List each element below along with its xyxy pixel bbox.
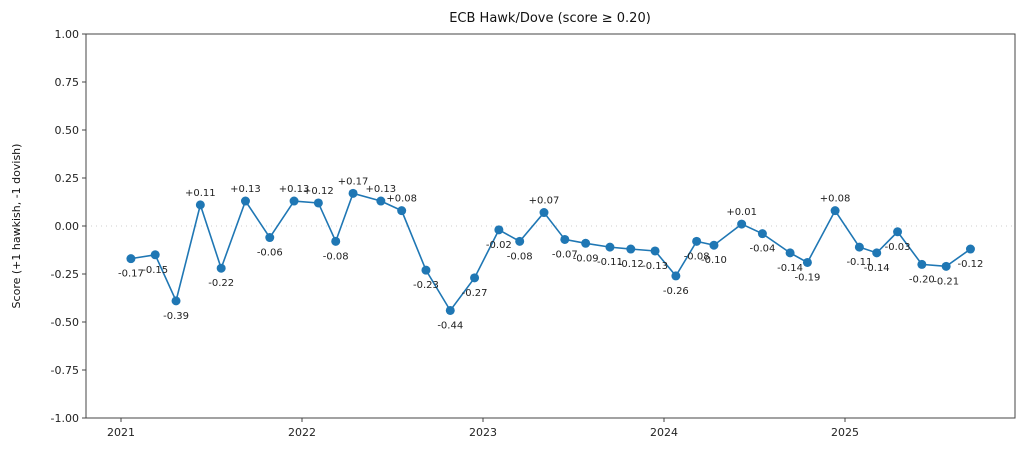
data-label: -0.07 — [552, 249, 578, 260]
data-point — [917, 259, 927, 269]
data-label: -0.22 — [208, 278, 234, 289]
data-point — [240, 196, 250, 206]
data-point — [692, 236, 702, 246]
data-label: +0.07 — [529, 196, 560, 207]
data-label: -0.15 — [142, 265, 168, 276]
series-path — [130, 192, 971, 312]
data-point — [737, 219, 747, 229]
data-point — [581, 238, 591, 248]
y-tick-label: 0.00 — [55, 220, 80, 233]
data-label: -0.12 — [958, 259, 984, 270]
data-label: -0.12 — [618, 259, 644, 270]
data-point — [802, 257, 812, 267]
y-tick-label: -0.50 — [51, 316, 79, 329]
data-label: -0.02 — [486, 240, 512, 251]
data-label: +0.08 — [820, 194, 851, 205]
y-axis: -1.00 -0.75 -0.50 -0.25 0.00 0.25 0.50 0.75 1.00 — [51, 28, 86, 425]
plot-frame — [85, 33, 1016, 419]
data-point — [397, 206, 407, 216]
x-tick-label: 2023 — [469, 426, 497, 439]
data-label: -0.26 — [663, 286, 689, 297]
x-tick-label: 2024 — [650, 426, 678, 439]
y-axis-label: Score (+1 hawkish, -1 dovish) — [10, 144, 23, 309]
data-label: -0.14 — [777, 263, 803, 274]
data-point — [126, 254, 136, 264]
data-label: +0.13 — [366, 184, 397, 195]
chart-title: ECB Hawk/Dove (score ≥ 0.20) — [449, 11, 651, 26]
data-label: +0.13 — [230, 184, 261, 195]
data-point — [195, 200, 205, 210]
data-point — [313, 198, 323, 208]
data-label: -0.08 — [323, 251, 349, 262]
data-point — [872, 248, 882, 258]
data-label: -0.14 — [864, 263, 890, 274]
x-axis: 2021 2022 2023 2024 2025 — [107, 418, 859, 439]
data-point — [709, 240, 719, 250]
data-point — [289, 196, 299, 206]
data-point — [470, 273, 480, 283]
data-label: -0.23 — [413, 280, 439, 291]
data-point — [515, 236, 525, 246]
data-label: -0.19 — [794, 272, 820, 283]
y-tick-label: 0.50 — [55, 124, 80, 137]
data-label: +0.17 — [338, 176, 369, 187]
data-label: -0.27 — [462, 288, 488, 299]
data-point — [560, 234, 570, 244]
data-label: +0.01 — [726, 207, 757, 218]
data-label: -0.08 — [507, 251, 533, 262]
data-label: -0.44 — [437, 320, 463, 331]
data-point — [941, 261, 951, 271]
data-point — [150, 250, 160, 260]
data-label: -0.06 — [257, 248, 283, 259]
data-point — [650, 246, 660, 256]
data-label: +0.11 — [185, 188, 216, 199]
data-label: -0.04 — [749, 244, 775, 255]
data-point — [216, 263, 226, 273]
y-tick-label: -1.00 — [51, 412, 79, 425]
data-point — [854, 242, 864, 252]
data-label: -0.03 — [885, 242, 911, 253]
data-label: +0.13 — [279, 184, 310, 195]
y-tick-label: -0.25 — [51, 268, 79, 281]
data-point — [965, 244, 975, 254]
data-label: -0.20 — [909, 274, 935, 285]
data-point — [539, 208, 549, 218]
y-tick-label: -0.75 — [51, 364, 79, 377]
data-label: -0.11 — [846, 257, 872, 268]
data-label: -0.08 — [684, 251, 710, 262]
y-tick-label: 1.00 — [55, 28, 80, 41]
x-tick-label: 2021 — [107, 426, 135, 439]
x-tick-label: 2022 — [288, 426, 316, 439]
data-point — [421, 265, 431, 275]
data-point — [331, 236, 341, 246]
data-point — [265, 233, 275, 243]
data-point — [348, 188, 358, 198]
data-label: +0.08 — [386, 194, 417, 205]
x-tick-label: 2025 — [831, 426, 859, 439]
data-label: +0.12 — [303, 186, 334, 197]
data-point — [757, 229, 767, 239]
data-label: -0.21 — [933, 276, 959, 287]
data-label: -0.13 — [642, 261, 668, 272]
data-point — [626, 244, 636, 254]
data-point — [445, 305, 455, 315]
data-label: -0.17 — [118, 269, 144, 280]
data-label: -0.39 — [163, 311, 189, 322]
data-point — [893, 227, 903, 237]
data-label: -0.10 — [701, 255, 727, 266]
data-point — [171, 296, 181, 306]
data-label: -0.09 — [573, 253, 599, 264]
data-point — [605, 242, 615, 252]
data-point — [376, 196, 386, 206]
y-tick-label: 0.25 — [55, 172, 80, 185]
data-point — [671, 271, 681, 281]
data-label: -0.11 — [597, 257, 623, 268]
data-point — [830, 206, 840, 216]
y-tick-label: 0.75 — [55, 76, 80, 89]
series-line: -0.17-0.15 -0.39 +0.11 -0.22 +0.13 -0.06 +0.13… — [118, 176, 983, 331]
data-point — [785, 248, 795, 258]
data-point — [494, 225, 504, 235]
